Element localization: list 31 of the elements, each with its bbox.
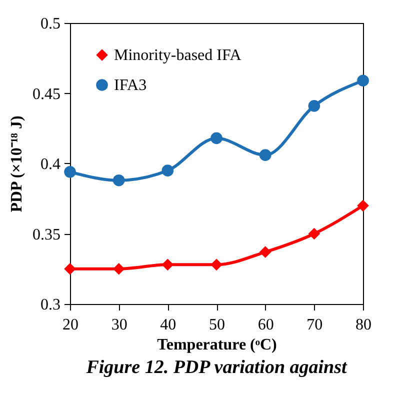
x-tick-label: 50 — [209, 316, 225, 334]
point — [64, 262, 76, 275]
y-axis-title: PDP (×10⁻¹⁸ J) — [8, 116, 26, 212]
point — [64, 166, 76, 178]
x-tick-label: 80 — [356, 316, 372, 334]
x-tick-label: 70 — [306, 316, 323, 334]
point — [112, 262, 125, 275]
y-tick-label: 0.35 — [32, 226, 60, 244]
point — [308, 228, 320, 240]
x-tick-label: 40 — [160, 316, 176, 334]
point — [210, 258, 222, 271]
y-tick-label: 0.5 — [40, 16, 60, 32]
y-tick-label: 0.3 — [40, 296, 60, 314]
point — [162, 164, 174, 176]
caption: Figure 12. PDP variation against — [85, 357, 348, 378]
point — [259, 246, 272, 258]
point — [357, 74, 369, 87]
point — [112, 174, 125, 186]
x-tick-label: 30 — [111, 316, 128, 334]
x-tick-label: 20 — [62, 316, 78, 334]
point — [259, 149, 272, 161]
point — [162, 258, 174, 271]
point — [357, 200, 369, 212]
legend-label: Minority-based IFA — [114, 47, 242, 64]
legend-label: IFA3 — [114, 77, 147, 94]
x-tick-label: 60 — [258, 316, 274, 334]
y-tick-label: 0.45 — [32, 86, 60, 103]
point — [308, 100, 320, 112]
y-tick-label: 0.4 — [40, 156, 60, 173]
x-axis-title: Temperature (ᵒC) — [157, 336, 277, 354]
point — [210, 132, 222, 144]
